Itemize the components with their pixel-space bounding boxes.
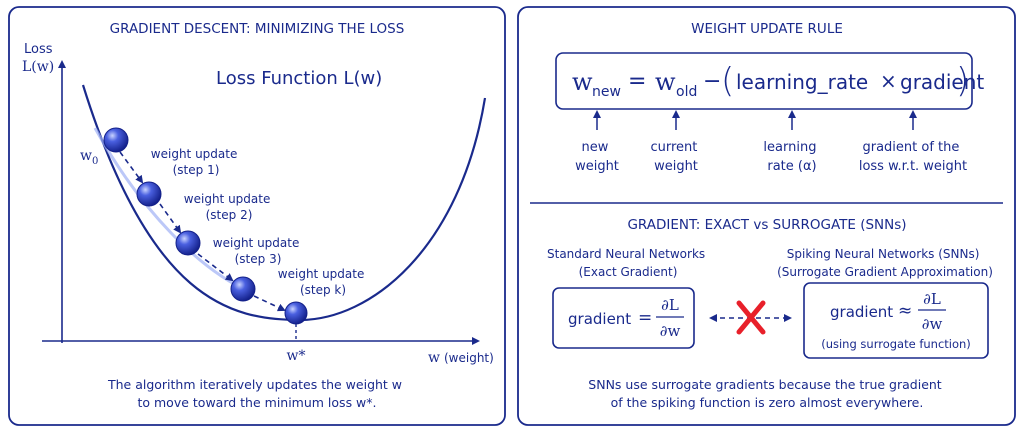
update-formula-box	[555, 52, 973, 110]
svg-text:∂w: ∂w	[660, 322, 681, 340]
step-label-1: weight update (step 1)	[151, 147, 241, 177]
y-axis-label-line1: Loss	[24, 42, 53, 57]
left-panel	[8, 6, 506, 426]
svg-text:∂w: ∂w	[922, 315, 943, 333]
spiking-heading: Spiking Neural Networks (SNNs) (Surrogat…	[777, 247, 993, 279]
svg-text:w: w	[572, 68, 593, 96]
standard-heading: Standard Neural Networks (Exact Gradient…	[547, 247, 709, 279]
surrogate-note: (using surrogate function)	[821, 337, 971, 351]
svg-text:gradient: gradient	[900, 70, 984, 94]
svg-text:learning_rate: learning_rate	[736, 70, 868, 94]
step-arrow-1	[119, 151, 144, 184]
svg-text:new: new	[592, 84, 621, 100]
left-caption: The algorithm iteratively updates the we…	[107, 377, 406, 410]
svg-text:∂L: ∂L	[661, 296, 679, 314]
annotation-new-weight: new weight	[575, 140, 619, 174]
step-arrow-2	[159, 203, 182, 234]
annotation-gradient: gradient of the loss w.r.t. weight	[859, 140, 967, 174]
right-caption: SNNs use surrogate gradients because the…	[588, 377, 945, 410]
svg-text:(: (	[721, 61, 734, 101]
loss-curve-highlight	[93, 127, 251, 294]
surrogate-gradient-box	[803, 282, 989, 359]
svg-text:gradient: gradient	[830, 303, 893, 321]
weight-ball-2	[175, 230, 201, 256]
right-panel	[517, 6, 1016, 426]
left-panel-title: GRADIENT DESCENT: MINIMIZING THE LOSS	[110, 21, 405, 37]
y-axis-label-line2: L(w)	[22, 59, 54, 75]
start-label: w0	[80, 148, 98, 167]
right-top-title: WEIGHT UPDATE RULE	[691, 21, 843, 37]
update-formula: w new = w old − ( learning_rate × gradie…	[572, 61, 984, 101]
step-label-2: weight update (step 2)	[184, 192, 274, 222]
x-axis-label: w (weight)	[428, 350, 494, 366]
not-equal-cross-icon	[736, 300, 766, 335]
annotation-learning-rate: learning rate (α)	[763, 140, 820, 174]
svg-text:=: =	[638, 308, 652, 328]
step-arrow-3	[197, 253, 234, 282]
svg-text:old: old	[676, 84, 697, 100]
svg-text:): )	[956, 61, 969, 101]
surrogate-gradient-formula: gradient ≈ ∂L ∂w	[830, 290, 946, 333]
svg-text:∂L: ∂L	[923, 290, 941, 308]
exact-gradient-box	[552, 287, 695, 349]
weight-ball-3	[230, 276, 256, 302]
svg-text:×: ×	[880, 69, 897, 93]
right-bottom-title: GRADIENT: EXACT vs SURROGATE (SNNs)	[627, 217, 906, 233]
svg-text:=: =	[628, 69, 646, 94]
svg-text:gradient: gradient	[568, 310, 631, 328]
exact-gradient-formula: gradient = ∂L ∂w	[568, 296, 684, 340]
weight-ball-0	[103, 127, 129, 153]
curve-label: Loss Function L(w)	[216, 68, 382, 89]
svg-text:≈: ≈	[898, 301, 912, 321]
svg-text:−: −	[703, 69, 721, 94]
minimum-label: w*	[287, 348, 306, 364]
annotation-current-weight: current weight	[650, 140, 701, 174]
step-arrow-4	[253, 295, 286, 312]
svg-text:w: w	[655, 68, 676, 96]
weight-ball-min	[284, 301, 308, 325]
step-label-4: weight update (step k)	[278, 267, 368, 297]
step-label-3: weight update (step 3)	[213, 236, 303, 266]
weight-ball-1	[136, 181, 162, 207]
